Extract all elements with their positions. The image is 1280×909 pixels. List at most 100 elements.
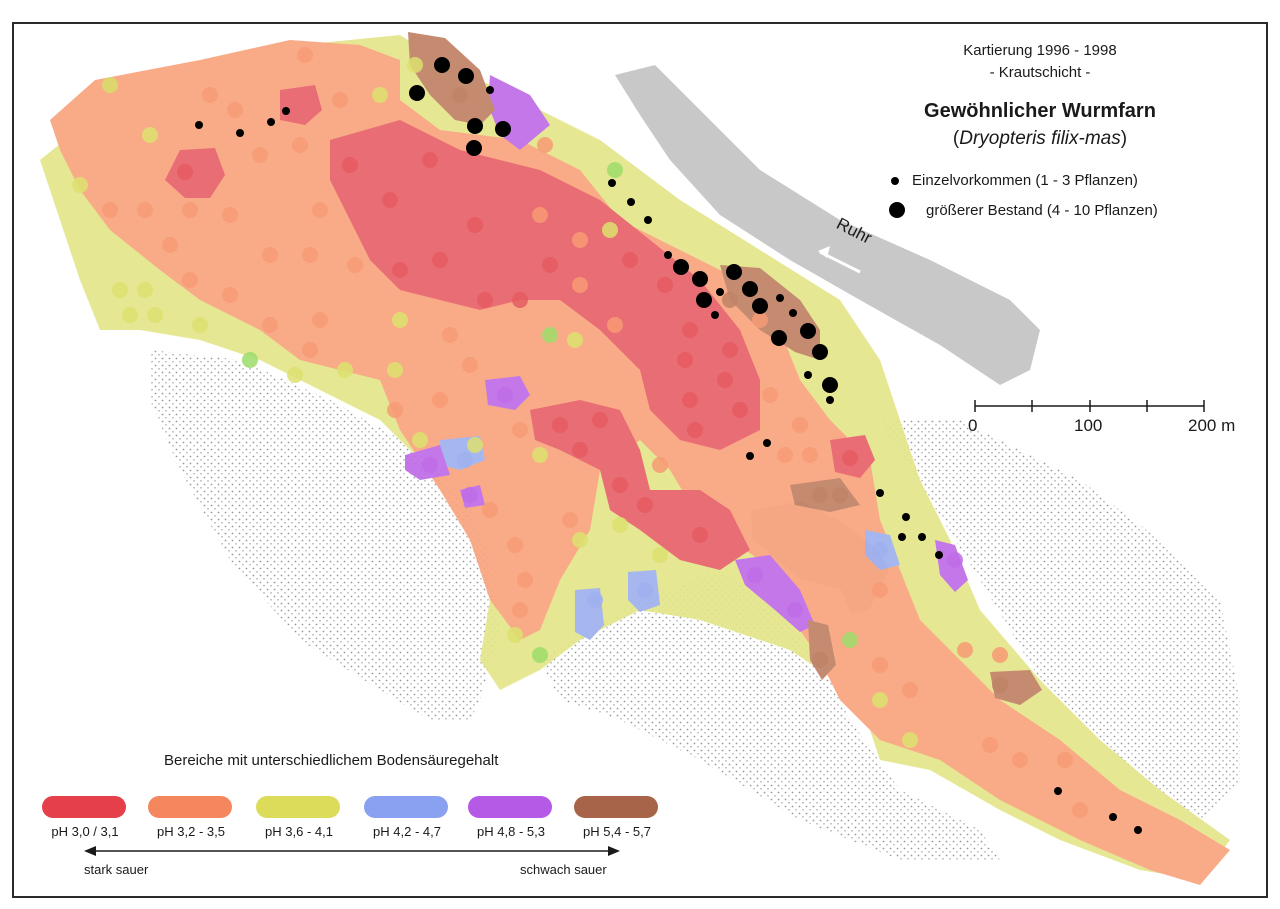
sample-point — [182, 202, 198, 218]
sample-point — [637, 497, 653, 513]
sample-point — [682, 392, 698, 408]
sample-point — [462, 357, 478, 373]
fern-single-marker — [236, 129, 244, 137]
sample-point — [142, 127, 158, 143]
fern-single-marker — [1109, 813, 1117, 821]
fern-single-marker — [267, 118, 275, 126]
sample-point — [947, 552, 963, 568]
sample-point — [227, 102, 243, 118]
sample-point — [842, 632, 858, 648]
sample-point — [432, 392, 448, 408]
sample-point — [802, 447, 818, 463]
fern-stand-marker — [434, 57, 450, 73]
sample-point — [777, 447, 793, 463]
sample-point — [422, 457, 438, 473]
axis-label-strongly-acidic: stark sauer — [84, 862, 149, 877]
sample-point — [607, 162, 623, 178]
fern-single-marker — [664, 251, 672, 259]
sample-point — [177, 164, 193, 180]
sample-point — [747, 567, 763, 583]
fern-single-marker — [776, 294, 784, 302]
ph-label-3: pH 3,6 - 4,1 — [265, 824, 333, 839]
fern-single-marker — [608, 179, 616, 187]
sample-point — [102, 77, 118, 93]
legend-stand-dot — [889, 202, 905, 218]
sample-point — [1057, 752, 1073, 768]
sample-point — [872, 542, 888, 558]
sample-point — [452, 87, 468, 103]
sample-point — [722, 292, 738, 308]
fern-stand-marker — [467, 118, 483, 134]
fern-stand-marker — [771, 330, 787, 346]
sample-point — [302, 342, 318, 358]
sample-point — [612, 517, 628, 533]
ph-label-6: pH 5,4 - 5,7 — [583, 824, 651, 839]
sample-point — [387, 402, 403, 418]
sample-point — [342, 157, 358, 173]
map-frame — [12, 22, 1268, 898]
sample-point — [532, 207, 548, 223]
ph-swatch-2 — [148, 796, 232, 818]
ph-legend-swatches — [42, 796, 658, 818]
zone-ph-3-2 — [50, 40, 1230, 885]
sample-point — [622, 252, 638, 268]
sample-point — [602, 222, 618, 238]
sample-point — [442, 327, 458, 343]
sample-point — [512, 292, 528, 308]
ph-zones — [40, 32, 1230, 885]
sample-point — [572, 232, 588, 248]
fern-single-marker — [918, 533, 926, 541]
ph-swatch-5 — [468, 796, 552, 818]
fern-single-marker — [1134, 826, 1142, 834]
fern-markers — [195, 57, 1142, 834]
sample-point — [347, 257, 363, 273]
sample-point — [432, 252, 448, 268]
fern-stand-marker — [752, 298, 768, 314]
fern-single-marker — [789, 309, 797, 317]
ph-label-5: pH 4,8 - 5,3 — [477, 824, 545, 839]
sample-point — [222, 287, 238, 303]
ph-label-4: pH 4,2 - 4,7 — [373, 824, 441, 839]
ph-legend-heading: Bereiche mit unterschiedlichem Bodensäur… — [164, 752, 499, 769]
sample-point — [992, 647, 1008, 663]
fern-stand-marker — [673, 259, 689, 275]
sample-point — [572, 532, 588, 548]
sample-point — [902, 682, 918, 698]
sample-point — [682, 322, 698, 338]
legend-stand-label: größerer Bestand (4 - 10 Pflanzen) — [926, 202, 1158, 219]
sample-point — [507, 537, 523, 553]
sample-point — [982, 737, 998, 753]
survey-period: Kartierung 1996 - 1998 — [963, 42, 1117, 59]
sample-point — [372, 87, 388, 103]
sample-point — [592, 412, 608, 428]
fern-single-marker — [898, 533, 906, 541]
sample-point — [337, 362, 353, 378]
sample-point — [512, 602, 528, 618]
ph-label-2: pH 3,2 - 3,5 — [157, 824, 225, 839]
sample-point — [497, 387, 513, 403]
sample-point — [477, 292, 493, 308]
zone-ph-3-0-d — [280, 85, 322, 125]
ph-label-1: pH 3,0 / 3,1 — [51, 824, 119, 839]
sample-point — [587, 592, 603, 608]
axis-label-weakly-acidic: schwach sauer — [520, 862, 607, 877]
sample-point — [467, 217, 483, 233]
sample-point — [517, 572, 533, 588]
sample-point — [507, 627, 523, 643]
sample-point — [387, 362, 403, 378]
sample-point — [252, 147, 268, 163]
map-title: Gewöhnlicher Wurmfarn — [924, 100, 1156, 122]
fern-stand-marker — [800, 323, 816, 339]
sample-point — [567, 332, 583, 348]
sample-point — [222, 207, 238, 223]
sample-point — [407, 57, 423, 73]
sample-point — [287, 367, 303, 383]
sample-point — [722, 342, 738, 358]
zone-ph-3-0-b — [530, 400, 750, 570]
sample-point — [137, 282, 153, 298]
fern-single-marker — [746, 452, 754, 460]
sample-point — [462, 487, 478, 503]
sample-point — [552, 417, 568, 433]
sample-point — [122, 307, 138, 323]
